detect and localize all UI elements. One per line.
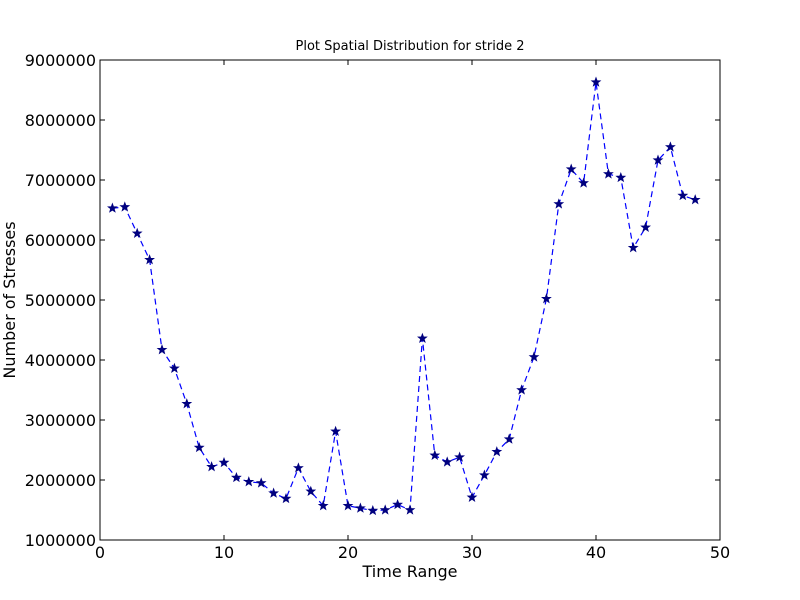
data-point-star bbox=[268, 487, 279, 498]
x-tick-label: 30 bbox=[462, 543, 482, 562]
data-point-star bbox=[491, 446, 503, 457]
data-point-star bbox=[107, 202, 118, 213]
x-tick-label: 0 bbox=[95, 543, 105, 562]
data-point-star bbox=[280, 492, 292, 504]
data-point-star bbox=[231, 471, 242, 483]
data-point-star bbox=[379, 504, 391, 515]
data-point-star bbox=[640, 221, 651, 232]
axis-ticks: 0 10 20 30 40 50 1000000 2000000 3000000 4000000 5… bbox=[25, 51, 730, 562]
data-point-star bbox=[689, 194, 701, 205]
data-point-star bbox=[441, 456, 453, 467]
data-point-star bbox=[417, 332, 428, 343]
y-tick-label: 1000000 bbox=[25, 531, 96, 550]
series-line bbox=[112, 82, 696, 512]
data-point-star bbox=[665, 141, 676, 152]
y-tick-label: 5000000 bbox=[25, 291, 96, 310]
y-axis-label: Number of Stresses bbox=[0, 221, 19, 378]
x-tick-label: 50 bbox=[710, 543, 730, 562]
data-point-star bbox=[565, 163, 577, 174]
data-point-star bbox=[243, 476, 255, 487]
y-tick-label: 2000000 bbox=[25, 471, 96, 490]
chart-title: Plot Spatial Distribution for stride 2 bbox=[296, 39, 525, 54]
data-point-star bbox=[330, 425, 341, 436]
data-point-star bbox=[479, 469, 490, 480]
data-point-star bbox=[603, 168, 614, 179]
y-tick-label: 4000000 bbox=[25, 351, 96, 370]
x-tick-label: 20 bbox=[338, 543, 358, 562]
data-point-star bbox=[627, 242, 639, 253]
data-point-star bbox=[578, 177, 589, 188]
data-point-star bbox=[392, 498, 403, 510]
data-point-star bbox=[218, 456, 230, 468]
data-point-star bbox=[119, 201, 131, 212]
data-point-star bbox=[404, 504, 416, 515]
data-point-star bbox=[615, 171, 627, 183]
data-point-star bbox=[181, 398, 193, 409]
data-point-star bbox=[144, 254, 155, 265]
data-point-star bbox=[293, 462, 304, 473]
y-tick-label: 3000000 bbox=[25, 411, 96, 430]
data-point-star bbox=[553, 198, 565, 209]
data-point-star bbox=[454, 451, 465, 462]
y-tick-label: 8000000 bbox=[25, 111, 96, 130]
data-point-star bbox=[466, 491, 478, 502]
data-point-star bbox=[193, 441, 205, 453]
y-tick-label: 7000000 bbox=[25, 171, 96, 190]
data-point-star bbox=[590, 76, 602, 87]
data-point-star bbox=[355, 502, 366, 513]
data-point-star bbox=[516, 384, 527, 395]
data-point-star bbox=[342, 500, 354, 511]
data-point-star bbox=[317, 500, 329, 511]
data-point-star bbox=[429, 449, 441, 460]
data-point-star bbox=[156, 344, 168, 355]
y-tick-label: 9000000 bbox=[25, 51, 96, 70]
data-point-star bbox=[255, 477, 267, 488]
data-point-star bbox=[131, 227, 143, 238]
data-point-star bbox=[652, 154, 664, 165]
plot-area bbox=[107, 76, 701, 516]
x-tick-label: 40 bbox=[586, 543, 606, 562]
data-point-star bbox=[503, 433, 515, 444]
x-axis-label: Time Range bbox=[362, 562, 458, 581]
y-tick-label: 6000000 bbox=[25, 231, 96, 250]
data-point-star bbox=[305, 485, 317, 496]
data-point-star bbox=[169, 362, 180, 373]
data-point-star bbox=[206, 461, 217, 472]
data-point-star bbox=[367, 504, 379, 516]
axes-frame bbox=[99, 59, 721, 541]
data-point-star bbox=[541, 293, 552, 304]
data-point-star bbox=[677, 189, 689, 201]
data-point-star bbox=[528, 351, 540, 362]
x-tick-label: 10 bbox=[214, 543, 234, 562]
